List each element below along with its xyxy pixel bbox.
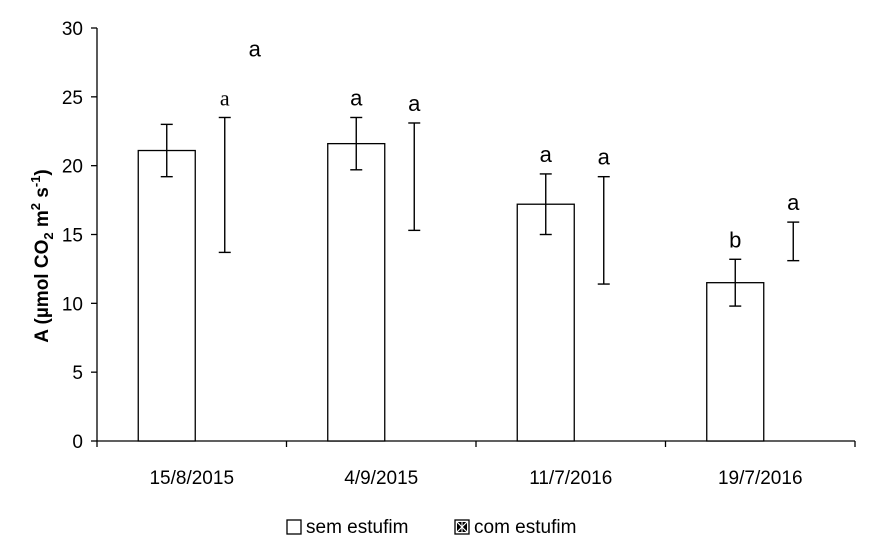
significance-letter: a: [249, 37, 262, 62]
x-axis-ticks: 15/8/2015 4/9/2015 11/7/2016 19/7/2016: [96, 441, 856, 489]
significance-letter: a: [598, 145, 611, 170]
legend-label-com-estufim: com estufim: [474, 517, 576, 538]
bars: [137, 142, 765, 442]
significance-letter: a: [408, 91, 421, 116]
y-tick-label: 20: [62, 157, 83, 178]
significance-letter: b: [729, 227, 741, 252]
x-tick-label: 15/8/2015: [149, 468, 234, 489]
significance-letter: a: [220, 85, 230, 110]
legend-swatch-com-estufim: [454, 519, 470, 535]
y-tick-label: 30: [62, 19, 83, 40]
y-tick-label: 25: [62, 88, 83, 109]
error-bars: [160, 116, 800, 307]
legend-label-sem-estufim: sem estufim: [306, 517, 408, 538]
bar: [516, 203, 575, 442]
significance-letter: a: [350, 85, 363, 110]
legend: sem estufim com estufim: [286, 517, 576, 538]
significance-letter: a: [787, 190, 800, 215]
y-axis-ticks: 0 5 10 15 20 25 30: [62, 19, 97, 453]
y-tick-label: 10: [62, 294, 83, 315]
x-tick-label: 19/7/2016: [718, 468, 803, 489]
x-tick-label: 11/7/2016: [529, 468, 612, 489]
y-tick-label: 0: [72, 432, 83, 453]
y-tick-label: 5: [72, 363, 83, 384]
y-tick-label: 15: [62, 226, 83, 247]
x-tick-label: 4/9/2015: [344, 468, 418, 489]
bar: [137, 149, 196, 442]
y-axis-label: A (µmol CO2 m2 s-1): [28, 169, 56, 343]
bar: [327, 142, 386, 442]
bar: [706, 282, 765, 442]
significance-letter: a: [540, 142, 553, 167]
legend-swatch-sem-estufim: [286, 519, 302, 535]
